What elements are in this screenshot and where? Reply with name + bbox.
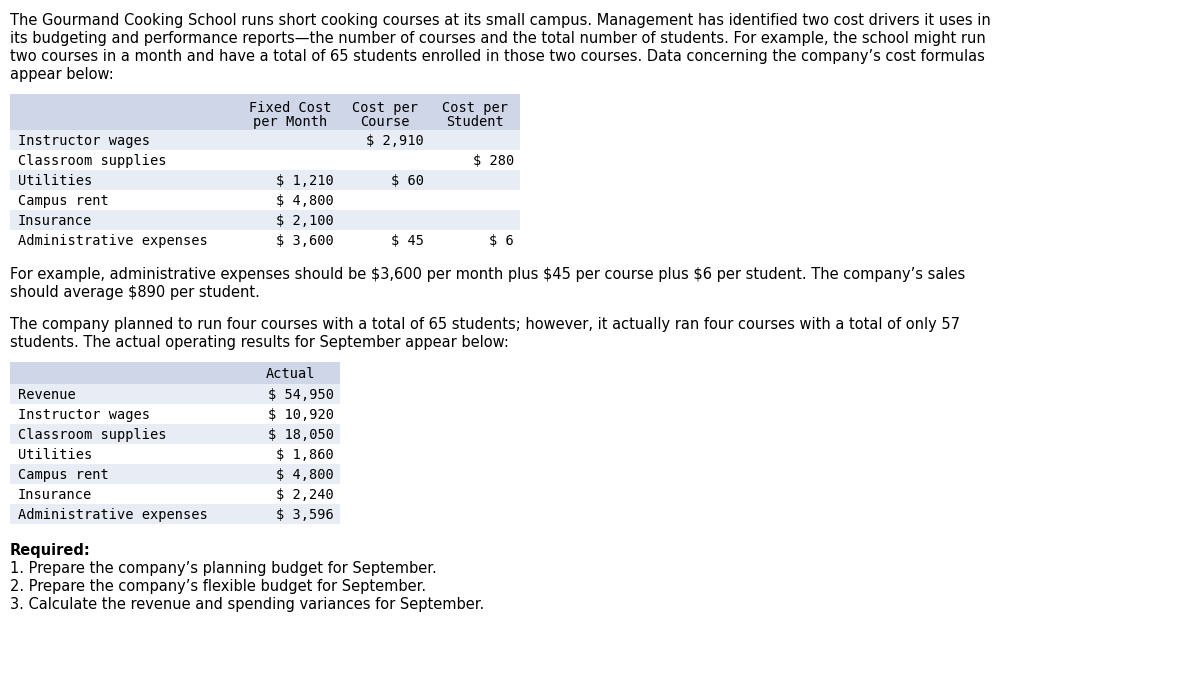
Text: per Month: per Month: [253, 115, 328, 129]
Text: Cost per: Cost per: [442, 101, 508, 115]
Text: Campus rent: Campus rent: [18, 468, 109, 482]
Text: Instructor wages: Instructor wages: [18, 134, 150, 148]
Text: The company planned to run four courses with a total of 65 students; however, it: The company planned to run four courses …: [10, 317, 960, 332]
Bar: [10, 210, 520, 230]
Bar: [10, 424, 340, 444]
Text: $ 2,100: $ 2,100: [276, 214, 334, 228]
Text: Utilities: Utilities: [18, 448, 92, 462]
Text: Student: Student: [446, 115, 504, 129]
Text: $ 60: $ 60: [391, 174, 424, 188]
Text: 1. Prepare the company’s planning budget for September.: 1. Prepare the company’s planning budget…: [10, 561, 437, 576]
Text: Actual: Actual: [265, 367, 314, 381]
Text: $ 6: $ 6: [490, 234, 514, 248]
Text: 2. Prepare the company’s flexible budget for September.: 2. Prepare the company’s flexible budget…: [10, 580, 426, 595]
Text: 3. Calculate the revenue and spending variances for September.: 3. Calculate the revenue and spending va…: [10, 597, 485, 612]
Bar: [10, 230, 520, 250]
Text: $ 1,860: $ 1,860: [276, 448, 334, 462]
Bar: [10, 444, 340, 464]
Text: should average $890 per student.: should average $890 per student.: [10, 285, 260, 300]
Text: For example, administrative expenses should be $3,600 per month plus $45 per cou: For example, administrative expenses sho…: [10, 268, 965, 283]
Text: Administrative expenses: Administrative expenses: [18, 234, 208, 248]
Bar: [10, 504, 340, 524]
Text: Classroom supplies: Classroom supplies: [18, 154, 167, 168]
Text: appear below:: appear below:: [10, 67, 114, 82]
Text: Fixed Cost: Fixed Cost: [248, 101, 331, 115]
Text: Course: Course: [360, 115, 409, 129]
Text: $ 2,240: $ 2,240: [276, 488, 334, 502]
Text: $ 54,950: $ 54,950: [268, 388, 334, 402]
Bar: [10, 170, 520, 190]
Text: Insurance: Insurance: [18, 214, 92, 228]
Text: Instructor wages: Instructor wages: [18, 408, 150, 422]
Bar: [10, 384, 340, 404]
Bar: [10, 484, 340, 504]
Text: $ 4,800: $ 4,800: [276, 194, 334, 208]
Text: $ 1,210: $ 1,210: [276, 174, 334, 188]
Text: students. The actual operating results for September appear below:: students. The actual operating results f…: [10, 335, 509, 350]
Bar: [10, 130, 520, 150]
Bar: [10, 190, 520, 210]
Text: $ 3,596: $ 3,596: [276, 508, 334, 522]
Text: Insurance: Insurance: [18, 488, 92, 502]
Text: $ 45: $ 45: [391, 234, 424, 248]
Bar: [10, 404, 340, 424]
Text: $ 280: $ 280: [473, 154, 514, 168]
Text: $ 3,600: $ 3,600: [276, 234, 334, 248]
Text: Required:: Required:: [10, 543, 91, 558]
Text: Campus rent: Campus rent: [18, 194, 109, 208]
Text: Administrative expenses: Administrative expenses: [18, 508, 208, 522]
Text: Revenue: Revenue: [18, 388, 76, 402]
Bar: [10, 464, 340, 484]
Text: $ 10,920: $ 10,920: [268, 408, 334, 422]
Text: two courses in a month and have a total of 65 students enrolled in those two cou: two courses in a month and have a total …: [10, 49, 985, 64]
Text: $ 2,910: $ 2,910: [366, 134, 424, 148]
Text: $ 18,050: $ 18,050: [268, 428, 334, 442]
Bar: [10, 150, 520, 170]
Text: its budgeting and performance reports—the number of courses and the total number: its budgeting and performance reports—th…: [10, 31, 985, 46]
Text: Classroom supplies: Classroom supplies: [18, 428, 167, 442]
Text: Cost per: Cost per: [352, 101, 418, 115]
Text: $ 4,800: $ 4,800: [276, 468, 334, 482]
Text: Utilities: Utilities: [18, 174, 92, 188]
Text: The Gourmand Cooking School runs short cooking courses at its small campus. Mana: The Gourmand Cooking School runs short c…: [10, 14, 991, 29]
Bar: [10, 94, 520, 130]
Bar: [10, 362, 340, 384]
